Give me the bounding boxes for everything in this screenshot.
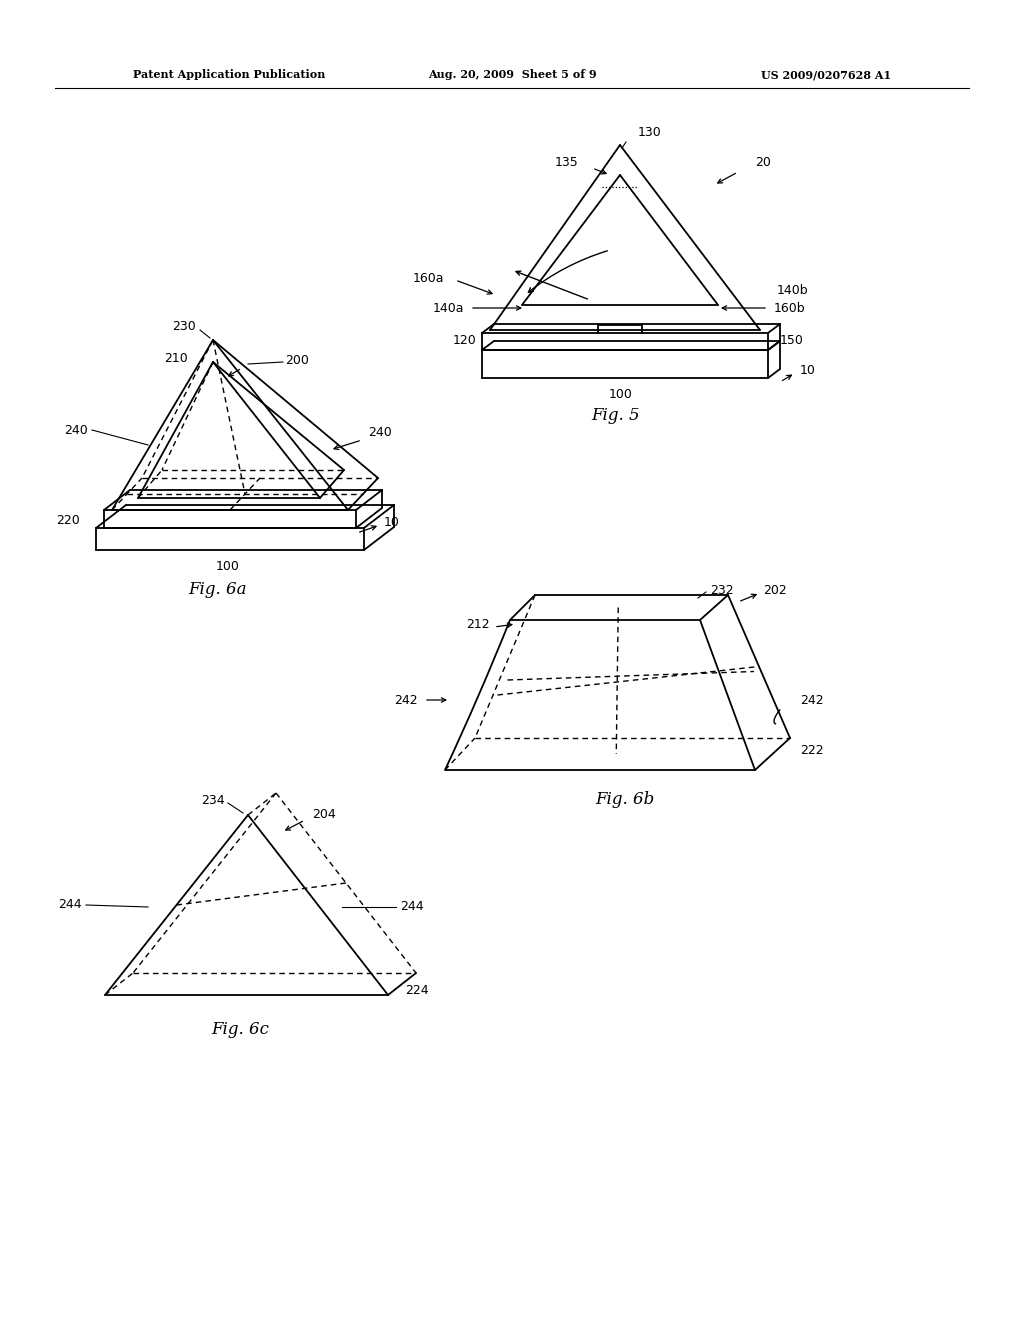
Text: 240: 240 <box>65 424 88 437</box>
Text: Fig. 6c: Fig. 6c <box>211 1022 269 1039</box>
Text: 120: 120 <box>453 334 476 346</box>
Text: 224: 224 <box>406 983 429 997</box>
Text: US 2009/0207628 A1: US 2009/0207628 A1 <box>761 70 891 81</box>
Text: 230: 230 <box>172 319 196 333</box>
Text: 135: 135 <box>554 157 578 169</box>
Text: 100: 100 <box>216 561 240 573</box>
Text: Aug. 20, 2009  Sheet 5 of 9: Aug. 20, 2009 Sheet 5 of 9 <box>428 70 596 81</box>
Text: 202: 202 <box>763 583 786 597</box>
Text: 140a: 140a <box>432 301 464 314</box>
Text: 130: 130 <box>638 127 662 140</box>
Text: 222: 222 <box>800 743 823 756</box>
Text: 10: 10 <box>384 516 400 528</box>
Text: 244: 244 <box>58 899 82 912</box>
Text: Fig. 6a: Fig. 6a <box>188 582 247 598</box>
Text: 220: 220 <box>56 513 80 527</box>
Text: 160b: 160b <box>774 301 806 314</box>
Text: 240: 240 <box>368 425 392 438</box>
Text: 200: 200 <box>285 354 309 367</box>
Text: 232: 232 <box>710 583 733 597</box>
Text: 234: 234 <box>202 793 225 807</box>
Text: 10: 10 <box>800 363 816 376</box>
Text: 210: 210 <box>164 351 188 364</box>
Text: 20: 20 <box>755 157 771 169</box>
Text: Patent Application Publication: Patent Application Publication <box>133 70 326 81</box>
Text: 242: 242 <box>394 693 418 706</box>
Text: 160a: 160a <box>413 272 444 285</box>
Text: 212: 212 <box>466 619 490 631</box>
Text: Fig. 6b: Fig. 6b <box>595 792 654 808</box>
Text: 140b: 140b <box>777 284 809 297</box>
Text: 100: 100 <box>609 388 633 401</box>
Text: Fig. 5: Fig. 5 <box>592 407 640 424</box>
Text: 204: 204 <box>312 808 336 821</box>
Text: 244: 244 <box>400 900 424 913</box>
Text: 242: 242 <box>800 693 823 706</box>
Text: 150: 150 <box>780 334 804 346</box>
